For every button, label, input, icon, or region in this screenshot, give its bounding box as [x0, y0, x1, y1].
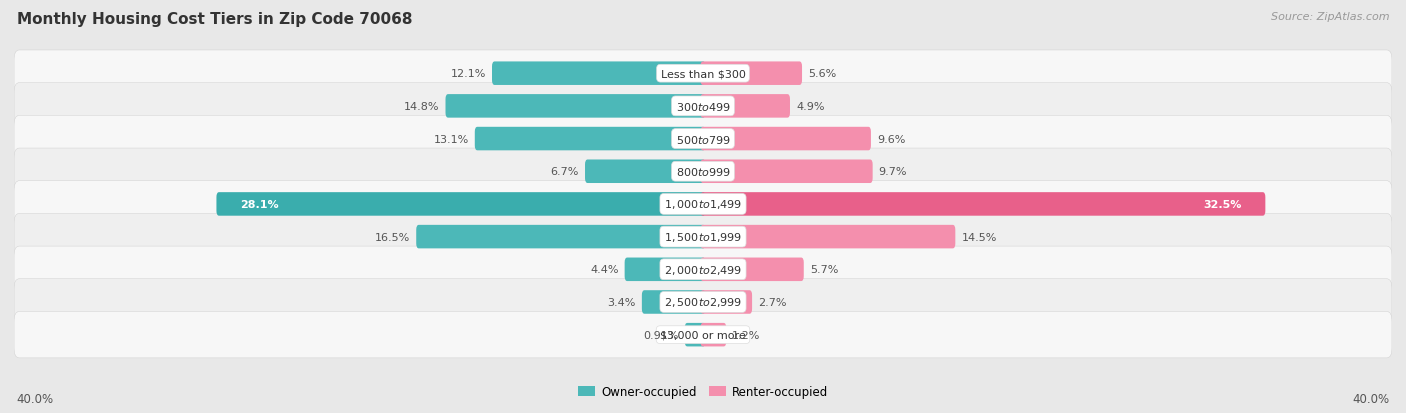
Text: 40.0%: 40.0%	[1353, 392, 1389, 405]
FancyBboxPatch shape	[585, 160, 706, 183]
FancyBboxPatch shape	[14, 279, 1392, 325]
Text: 9.7%: 9.7%	[879, 167, 907, 177]
Text: 16.5%: 16.5%	[375, 232, 411, 242]
Text: $1,000 to $1,499: $1,000 to $1,499	[664, 198, 742, 211]
FancyBboxPatch shape	[14, 214, 1392, 260]
FancyBboxPatch shape	[643, 290, 706, 314]
Text: 13.1%: 13.1%	[433, 134, 468, 144]
FancyBboxPatch shape	[700, 193, 1265, 216]
Text: $2,500 to $2,999: $2,500 to $2,999	[664, 296, 742, 309]
Text: 28.1%: 28.1%	[239, 199, 278, 209]
Text: Less than $300: Less than $300	[661, 69, 745, 79]
FancyBboxPatch shape	[446, 95, 706, 119]
Text: $1,500 to $1,999: $1,500 to $1,999	[664, 230, 742, 244]
Text: 12.1%: 12.1%	[450, 69, 486, 79]
FancyBboxPatch shape	[14, 116, 1392, 162]
FancyBboxPatch shape	[416, 225, 706, 249]
Text: 5.7%: 5.7%	[810, 265, 838, 275]
FancyBboxPatch shape	[700, 128, 870, 151]
FancyBboxPatch shape	[492, 62, 706, 86]
Text: 5.6%: 5.6%	[808, 69, 837, 79]
FancyBboxPatch shape	[14, 51, 1392, 97]
FancyBboxPatch shape	[685, 323, 706, 347]
FancyBboxPatch shape	[700, 62, 801, 86]
Text: $2,000 to $2,499: $2,000 to $2,499	[664, 263, 742, 276]
Text: Source: ZipAtlas.com: Source: ZipAtlas.com	[1271, 12, 1389, 22]
FancyBboxPatch shape	[14, 181, 1392, 228]
FancyBboxPatch shape	[217, 193, 706, 216]
Text: 3.4%: 3.4%	[607, 297, 636, 307]
Text: 0.91%: 0.91%	[644, 330, 679, 340]
Text: 4.4%: 4.4%	[591, 265, 619, 275]
Text: $300 to $499: $300 to $499	[675, 101, 731, 113]
Text: 1.2%: 1.2%	[733, 330, 761, 340]
Text: 2.7%: 2.7%	[758, 297, 786, 307]
Text: $3,000 or more: $3,000 or more	[661, 330, 745, 340]
Legend: Owner-occupied, Renter-occupied: Owner-occupied, Renter-occupied	[572, 381, 834, 403]
Text: 9.6%: 9.6%	[877, 134, 905, 144]
FancyBboxPatch shape	[475, 128, 706, 151]
Text: 6.7%: 6.7%	[551, 167, 579, 177]
Text: $500 to $799: $500 to $799	[675, 133, 731, 145]
Text: Monthly Housing Cost Tiers in Zip Code 70068: Monthly Housing Cost Tiers in Zip Code 7…	[17, 12, 412, 27]
FancyBboxPatch shape	[14, 83, 1392, 130]
FancyBboxPatch shape	[14, 247, 1392, 293]
Text: 40.0%: 40.0%	[17, 392, 53, 405]
Text: 4.9%: 4.9%	[796, 102, 824, 112]
FancyBboxPatch shape	[700, 95, 790, 119]
FancyBboxPatch shape	[700, 160, 873, 183]
FancyBboxPatch shape	[14, 312, 1392, 358]
FancyBboxPatch shape	[700, 225, 955, 249]
Text: 32.5%: 32.5%	[1204, 199, 1241, 209]
FancyBboxPatch shape	[14, 149, 1392, 195]
Text: 14.8%: 14.8%	[404, 102, 440, 112]
FancyBboxPatch shape	[700, 258, 804, 281]
FancyBboxPatch shape	[700, 290, 752, 314]
FancyBboxPatch shape	[700, 323, 727, 347]
Text: $800 to $999: $800 to $999	[675, 166, 731, 178]
Text: 14.5%: 14.5%	[962, 232, 997, 242]
FancyBboxPatch shape	[624, 258, 706, 281]
